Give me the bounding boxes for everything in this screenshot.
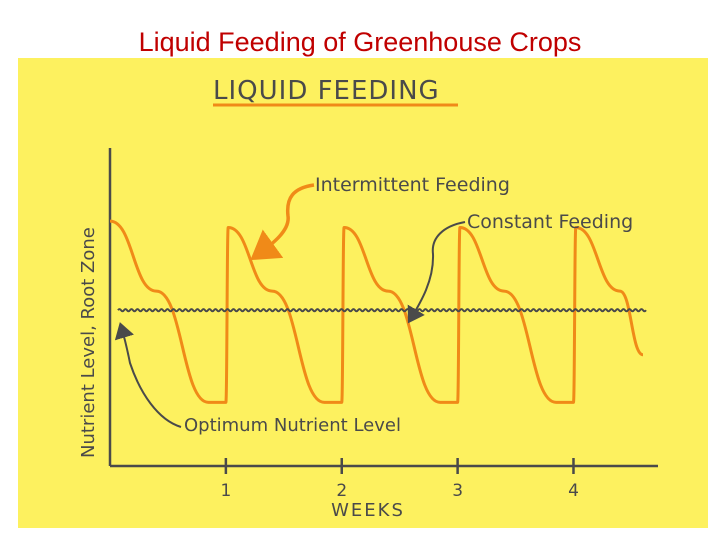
- chart-title: LIQUID FEEDING: [213, 76, 440, 106]
- annotation-optimum-arrow: [114, 322, 182, 428]
- x-tick-label-4: 4: [568, 481, 579, 501]
- x-axis-label: WEEKS: [331, 500, 405, 521]
- annotation-constant-arrow: [407, 221, 466, 324]
- chart: LIQUID FEEDING Nutrient Level, Root Zone…: [78, 76, 658, 521]
- y-axis-label: Nutrient Level, Root Zone: [78, 227, 99, 458]
- x-tick-label-2: 2: [336, 481, 347, 501]
- slide-title: Liquid Feeding of Greenhouse Crops: [138, 27, 582, 57]
- x-tick-label-1: 1: [220, 481, 231, 501]
- annotation-intermittent-feeding: Intermittent Feeding: [315, 174, 510, 196]
- annotation-optimum-nutrient-level: Optimum Nutrient Level: [184, 415, 401, 436]
- x-ticks: 1 2 3 4: [220, 458, 579, 501]
- series: [109, 219, 647, 404]
- annotation-intermittent-arrow: [250, 183, 315, 261]
- x-tick-label-3: 3: [452, 481, 463, 501]
- series-constant-feeding-line: [117, 308, 647, 313]
- annotation-constant-feeding: Constant Feeding: [467, 211, 633, 233]
- series-intermittent-feeding-line: [109, 219, 644, 404]
- chart-panel: LIQUID FEEDING Nutrient Level, Root Zone…: [18, 58, 708, 528]
